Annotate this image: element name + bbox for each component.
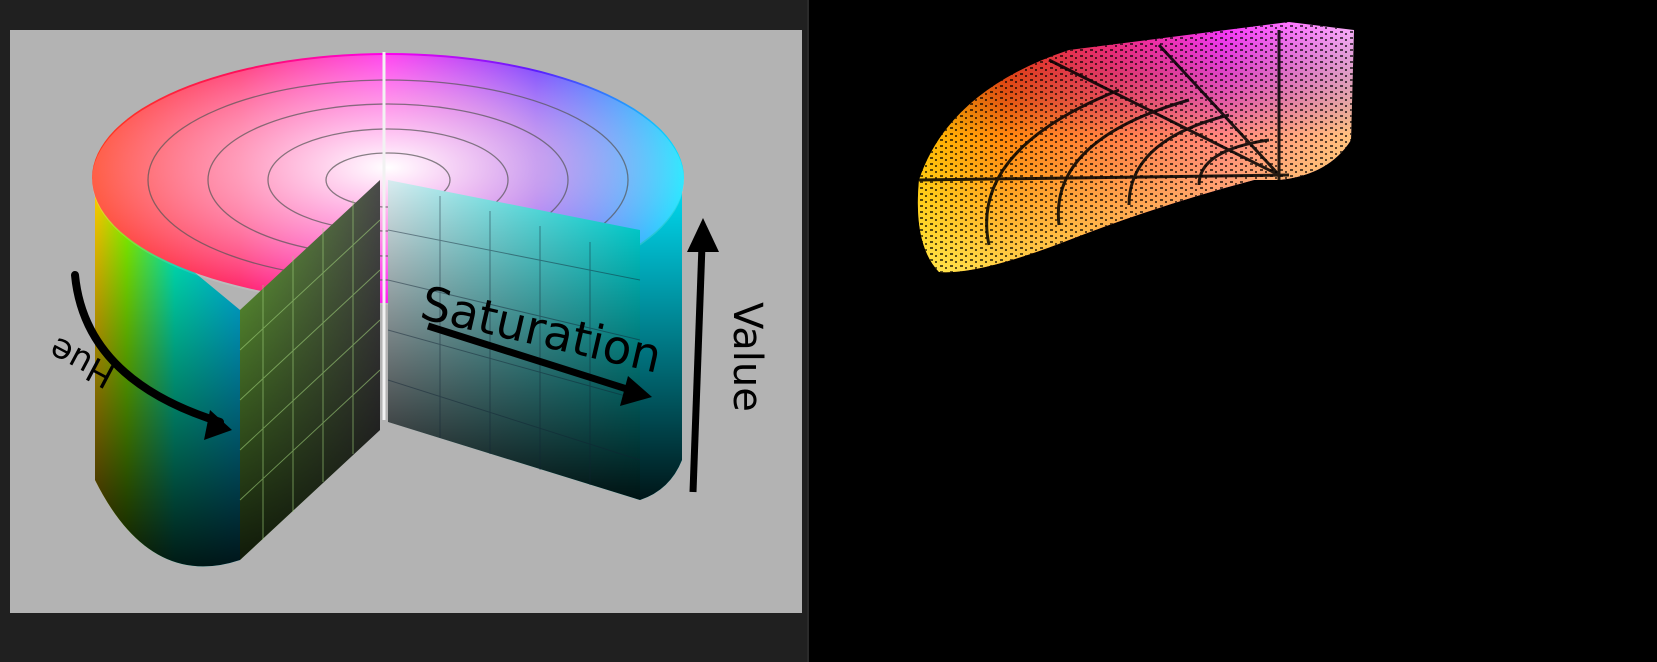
panel-divider [807, 0, 809, 662]
right-panel [809, 0, 1657, 662]
hsv-cylinder-svg [71, 52, 719, 567]
value-label: Value [724, 302, 770, 412]
hsv-cylinder-diagram: Saturation Value Hue [10, 30, 802, 613]
left-panel: Saturation Value Hue [0, 0, 807, 662]
masked-cylinder-svg [917, 22, 1354, 273]
